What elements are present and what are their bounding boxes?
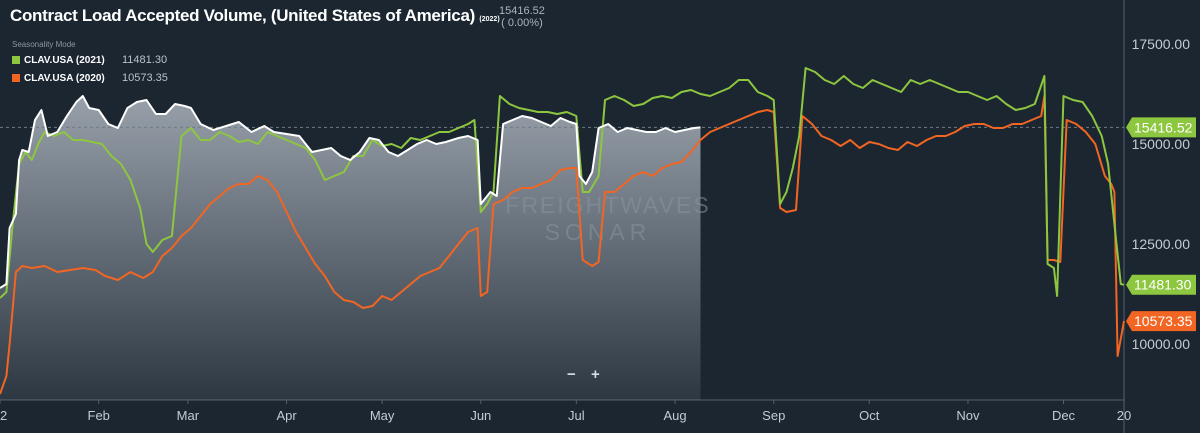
watermark-sonar: SONAR (545, 219, 652, 245)
legend-series-name: CLAV.USA (2020) (24, 72, 105, 84)
current-value-readout: 15416.52 ( 0.00%) (499, 5, 545, 29)
series-area-0 (0, 96, 701, 400)
legend-item-2021[interactable]: CLAV.USA (2021) 11481.30 (12, 53, 167, 67)
legend-swatch (12, 74, 20, 82)
series-line-2 (0, 95, 1125, 395)
tag-2021-label: 11481.30 (1134, 277, 1192, 293)
x-tick-label: Aug (663, 408, 686, 423)
current-value: 15416.52 (499, 5, 545, 17)
legend-series-name: CLAV.USA (2021) (24, 54, 105, 66)
x-tick-label: 20 (1117, 408, 1131, 423)
tag-current-value-label: 15416.52 (1134, 119, 1193, 135)
x-tick-label: May (370, 408, 395, 423)
zoom-out-button[interactable]: − (567, 366, 576, 383)
y-tick-label: 10000.00 (1132, 336, 1191, 352)
chart-title: Contract Load Accepted Volume, (United S… (10, 6, 475, 25)
x-tick-label: Mar (177, 408, 200, 423)
series-line-0 (0, 95, 701, 289)
legend-series-value: 10573.35 (122, 72, 168, 84)
current-change: ( 0.00%) (501, 17, 543, 29)
x-tick-label: Apr (276, 408, 297, 423)
tag-2020-label: 10573.35 (1134, 313, 1193, 329)
legend-item-2020[interactable]: CLAV.USA (2020) 10573.35 (12, 71, 168, 85)
x-tick-label: Dec (1052, 408, 1076, 423)
y-tick-label: 12500.00 (1132, 236, 1191, 252)
legend-swatch (12, 56, 20, 64)
tag-current-value-bg (1126, 117, 1196, 138)
series-line-1 (0, 67, 1125, 299)
x-tick-label: Feb (88, 408, 110, 423)
x-tick-label: 22 (0, 408, 7, 423)
x-tick-label: Jul (568, 408, 585, 423)
y-tick-label: 17500.00 (1132, 36, 1191, 52)
legend-series-value: 11481.30 (122, 54, 168, 66)
tag-2020-bg (1126, 311, 1196, 332)
watermark-freightwaves: FREIGHTWAVES (505, 192, 710, 218)
tag-2021-bg (1126, 274, 1196, 295)
x-tick-label: Jun (470, 408, 491, 423)
zoom-in-button[interactable]: + (591, 366, 600, 383)
x-tick-label: Sep (762, 408, 785, 423)
x-tick-label: Oct (859, 408, 880, 423)
y-tick-label: 15000.00 (1132, 136, 1191, 152)
seasonality-mode-label: Seasonality Mode (12, 40, 76, 49)
chart-header: Contract Load Accepted Volume, (United S… (10, 6, 500, 26)
x-tick-label: Nov (956, 408, 980, 423)
chart-title-year: (2022) (479, 16, 500, 23)
